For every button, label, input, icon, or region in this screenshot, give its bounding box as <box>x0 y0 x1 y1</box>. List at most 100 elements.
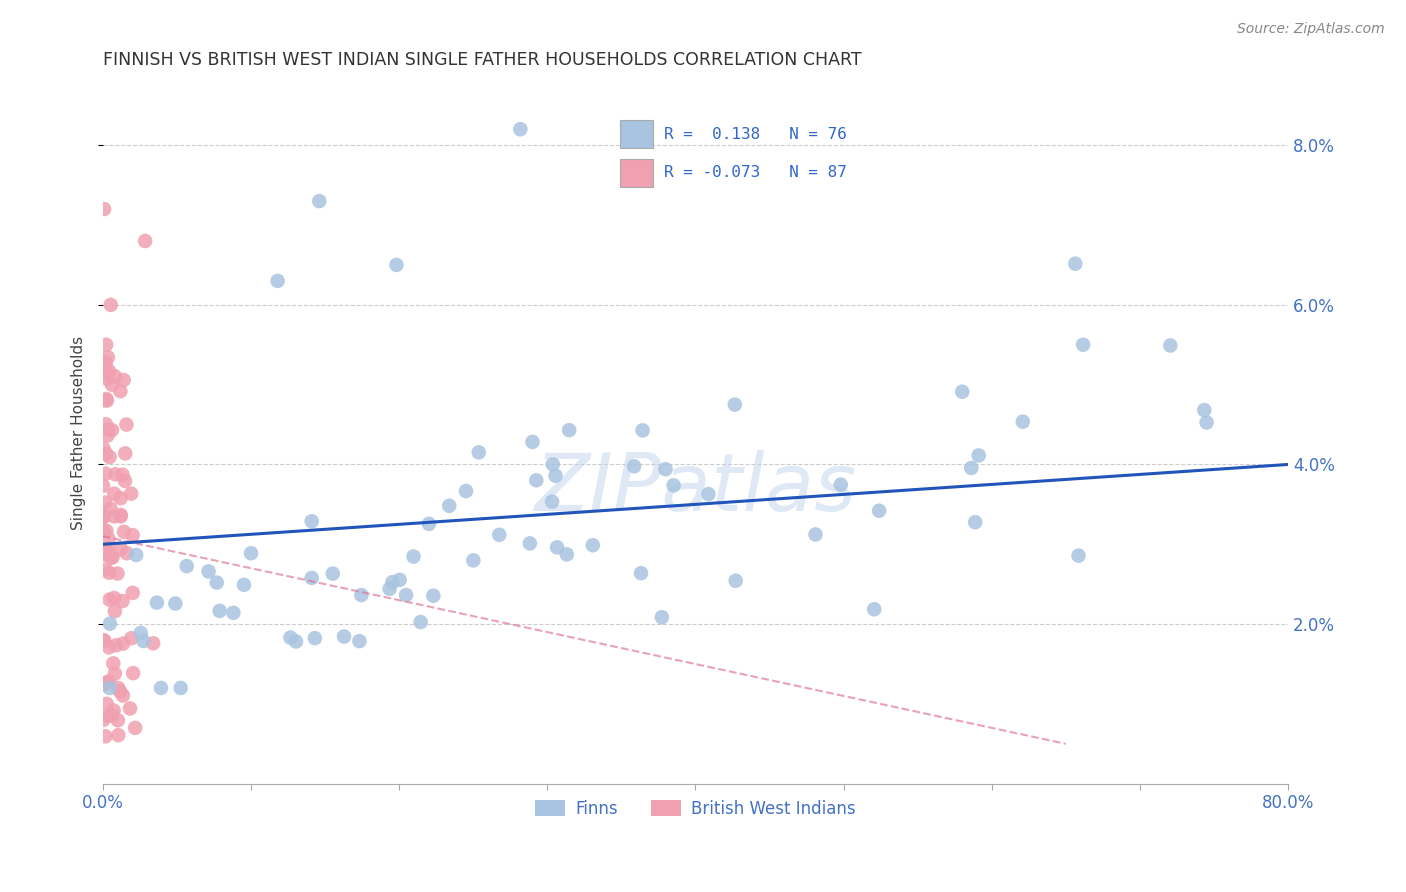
Point <box>96 368 118 382</box>
Point <box>93 442 115 456</box>
Point <box>111 689 134 703</box>
Point <box>110 541 132 556</box>
Point <box>623 459 645 474</box>
Point <box>111 467 134 482</box>
Point <box>350 588 373 602</box>
Point <box>240 546 263 560</box>
Point <box>651 610 673 624</box>
Point <box>724 398 747 412</box>
Point <box>100 550 122 565</box>
Point <box>94 417 117 432</box>
Point <box>91 523 114 537</box>
Point <box>1067 549 1090 563</box>
Point <box>104 666 127 681</box>
Point <box>546 541 568 555</box>
Point <box>804 527 827 541</box>
Point <box>96 675 118 690</box>
Point <box>101 708 124 723</box>
Point <box>582 538 605 552</box>
Point <box>96 447 118 461</box>
Point <box>541 458 564 472</box>
Point <box>146 596 169 610</box>
Point <box>120 631 142 645</box>
Point <box>301 571 323 585</box>
Point <box>110 509 132 524</box>
Point <box>96 524 118 538</box>
Text: Source: ZipAtlas.com: Source: ZipAtlas.com <box>1237 22 1385 37</box>
Point <box>98 681 121 695</box>
Point <box>1159 338 1181 352</box>
Point <box>662 478 685 492</box>
Point <box>544 468 567 483</box>
Point <box>97 350 120 364</box>
Point <box>830 477 852 491</box>
Point <box>103 487 125 501</box>
Point <box>169 681 191 695</box>
Point <box>519 536 541 550</box>
Point <box>103 591 125 605</box>
Point <box>378 582 401 596</box>
Point <box>630 566 652 581</box>
Point <box>385 258 408 272</box>
Point <box>524 473 547 487</box>
Point <box>222 606 245 620</box>
Point <box>94 355 117 369</box>
Point <box>114 446 136 460</box>
Point <box>541 494 564 508</box>
Point <box>93 713 115 727</box>
Point <box>654 462 676 476</box>
Point <box>395 588 418 602</box>
Point <box>94 563 117 577</box>
Point <box>101 423 124 437</box>
Point <box>91 393 114 408</box>
Point <box>439 499 461 513</box>
Point <box>93 202 115 216</box>
Point <box>93 509 115 524</box>
Point <box>97 709 120 723</box>
Point <box>176 559 198 574</box>
Point <box>96 544 118 558</box>
Point <box>205 575 228 590</box>
Point <box>110 508 132 522</box>
Point <box>110 384 132 399</box>
Point <box>114 474 136 488</box>
Point <box>96 393 118 408</box>
Point <box>96 392 118 406</box>
Point <box>381 575 404 590</box>
Point <box>107 713 129 727</box>
Point <box>868 504 890 518</box>
Point <box>280 631 302 645</box>
Point <box>1071 337 1094 351</box>
Point <box>96 337 118 351</box>
Point <box>134 234 156 248</box>
Point <box>125 548 148 562</box>
Point <box>91 479 114 493</box>
Point <box>115 546 138 560</box>
Legend: Finns, British West Indians: Finns, British West Indians <box>529 793 862 824</box>
Point <box>402 549 425 564</box>
Point <box>101 550 124 565</box>
Text: ZIPatlas: ZIPatlas <box>534 450 856 528</box>
Point <box>960 461 983 475</box>
Point <box>122 666 145 681</box>
Point <box>97 423 120 437</box>
Point <box>150 681 173 695</box>
Point <box>967 449 990 463</box>
Point <box>101 377 124 392</box>
Y-axis label: Single Father Households: Single Father Households <box>72 335 86 530</box>
Point <box>98 450 121 464</box>
Point <box>120 486 142 500</box>
Point <box>388 573 411 587</box>
Point <box>111 594 134 608</box>
Point <box>422 589 444 603</box>
Point <box>118 701 141 715</box>
Point <box>724 574 747 588</box>
Point <box>97 640 120 655</box>
Point <box>115 417 138 432</box>
Point <box>94 358 117 372</box>
Point <box>112 636 135 650</box>
Point <box>1194 403 1216 417</box>
Point <box>631 423 654 437</box>
Point <box>333 630 356 644</box>
Point <box>112 524 135 539</box>
